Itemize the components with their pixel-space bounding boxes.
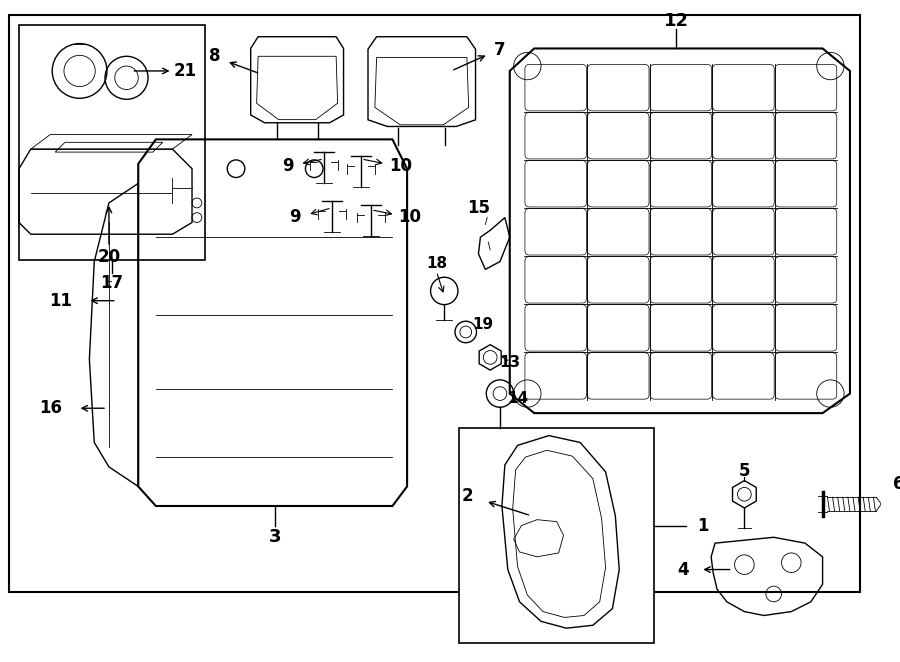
Text: 17: 17 [100, 274, 123, 292]
Text: 21: 21 [174, 62, 197, 80]
Text: 9: 9 [289, 208, 301, 226]
Text: 14: 14 [507, 391, 528, 406]
Bar [9, 15, 860, 592]
Text: 18: 18 [426, 256, 447, 271]
Text: 9: 9 [282, 157, 293, 175]
Text: 1: 1 [698, 516, 709, 534]
Text: 6: 6 [893, 475, 900, 493]
Text: 10: 10 [399, 208, 421, 226]
Text: 12: 12 [663, 12, 688, 30]
Text: 7: 7 [494, 42, 506, 60]
Text: 3: 3 [269, 528, 282, 546]
Text: 13: 13 [500, 355, 520, 370]
Text: 20: 20 [97, 248, 121, 265]
Text: 16: 16 [39, 399, 62, 417]
Bar [459, 428, 654, 643]
Text: 15: 15 [467, 199, 490, 217]
Text: 11: 11 [49, 292, 72, 310]
Bar [19, 25, 204, 260]
Text: 4: 4 [677, 561, 688, 579]
Text: 2: 2 [462, 487, 473, 505]
Text: 19: 19 [472, 316, 494, 332]
Text: 8: 8 [209, 47, 220, 66]
Text: 5: 5 [739, 462, 750, 480]
Text: 10: 10 [389, 157, 412, 175]
